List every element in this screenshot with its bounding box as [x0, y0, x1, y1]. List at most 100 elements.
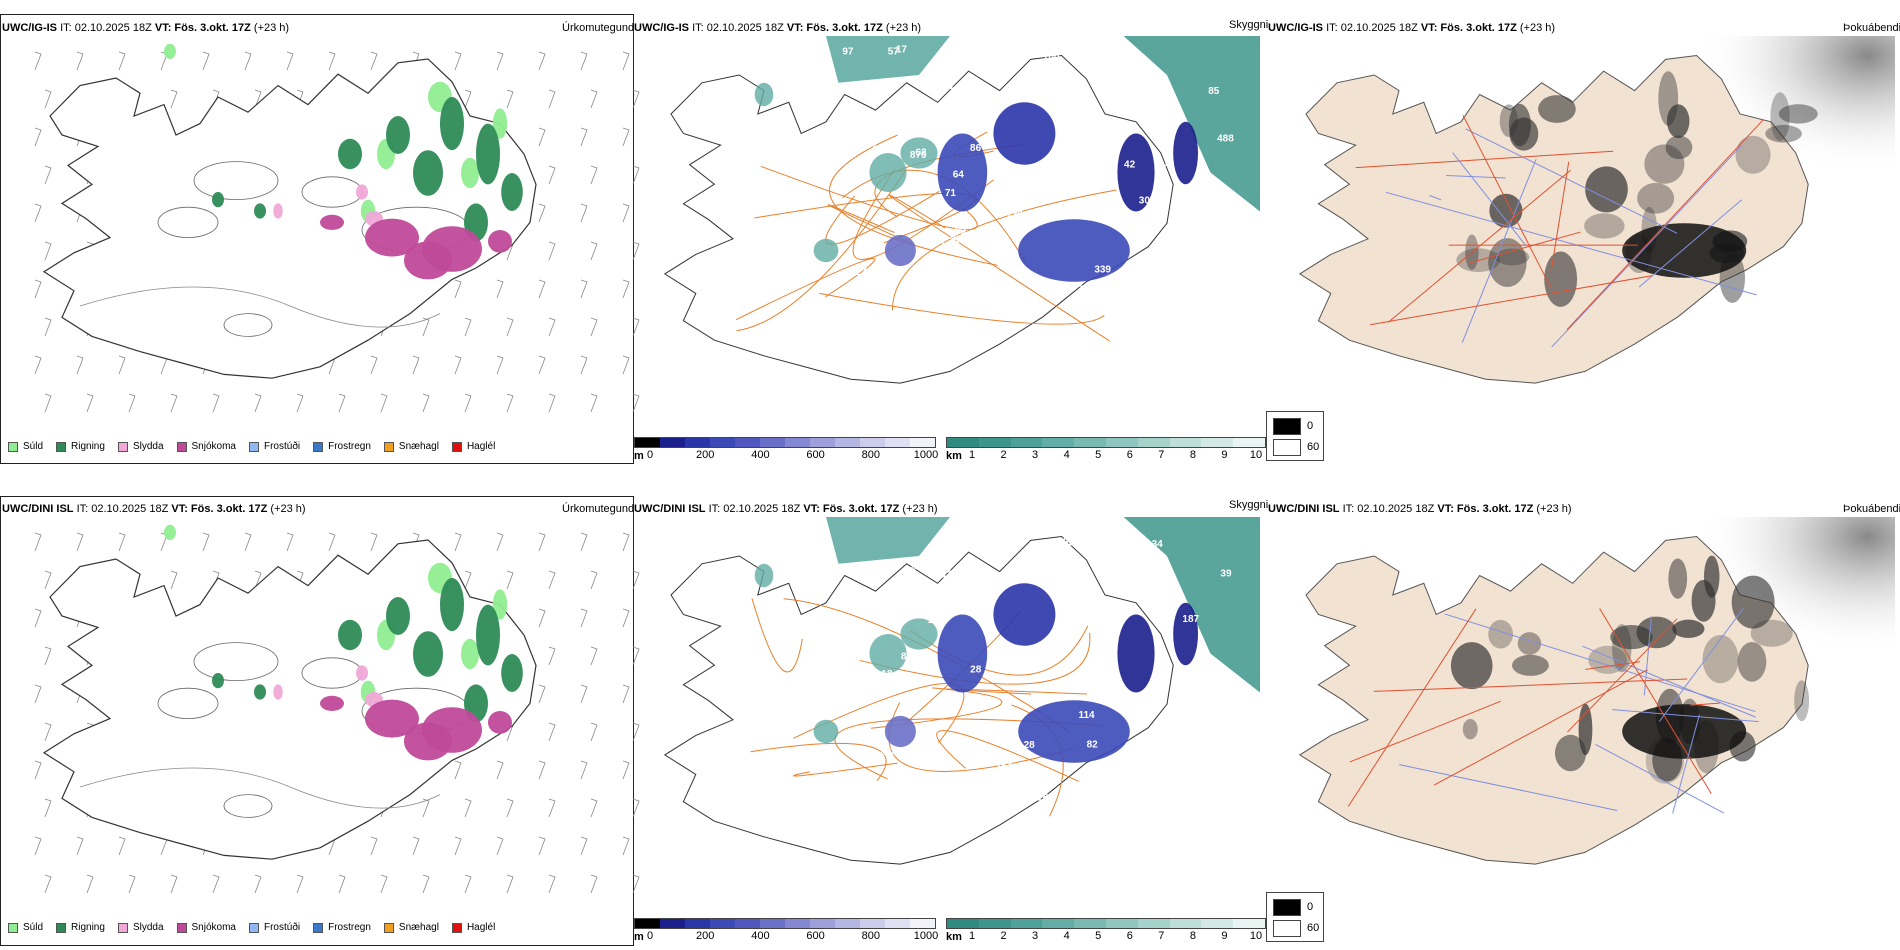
colorbar-ticks: 0 200 400 600 800 1000 [634, 930, 938, 942]
init-time: IT: 02.10.2025 18Z [60, 22, 152, 34]
cloud-base-label: 205 [910, 561, 927, 572]
wind-barb [548, 165, 556, 185]
cloud-base-label: 879 [910, 150, 927, 161]
colorbar-cell [860, 438, 885, 447]
rain-area [501, 654, 523, 692]
legend-label: Rigning [71, 441, 105, 452]
fog-legend-swatch-60 [1273, 439, 1301, 456]
wind-barb [212, 874, 220, 894]
colorbar-cell [1201, 919, 1234, 928]
colorbar-cell [1169, 919, 1202, 928]
cloud-base-area [1018, 219, 1130, 282]
wind-barb [496, 532, 504, 552]
cloud-base-label: 85 [1208, 86, 1220, 97]
wind-barb [212, 393, 220, 413]
legend-label: Snjókoma [191, 922, 236, 933]
wind-barb [454, 532, 462, 552]
river [1551, 144, 1743, 348]
wind-barb [202, 532, 210, 552]
colorbar-tick: 6 [1126, 449, 1133, 461]
low-visibility-area [826, 517, 950, 564]
legend-label: Snjókoma [191, 441, 236, 452]
colorbar-cell [810, 919, 835, 928]
wind-barb [170, 874, 178, 894]
colorbar-tick: 1 [968, 449, 976, 461]
cloud-base-label: 159 [1182, 763, 1199, 774]
wind-barb [412, 355, 420, 375]
wind-barb [454, 355, 462, 375]
wind-barb [170, 393, 178, 413]
wind-barb [170, 570, 178, 590]
precip-legend-item: Frostregn [313, 922, 371, 933]
wind-barb [412, 836, 420, 856]
road [829, 134, 998, 266]
snow-area [404, 722, 452, 761]
cloud-base-label: 57 [888, 47, 900, 58]
snow-area [365, 218, 419, 257]
road [1566, 618, 1678, 733]
wind-barb [538, 608, 546, 628]
cloud-base-label: 80 [892, 787, 904, 798]
colorbar-cell [785, 919, 810, 928]
panel-title: UWC/IG-IS IT: 02.10.2025 18Z VT: Fös. 3.… [1268, 22, 1555, 34]
wind-barb [506, 570, 514, 590]
glacier-outline [157, 206, 219, 238]
cloud-base-area [1018, 700, 1130, 763]
wind-barb [496, 760, 504, 780]
colorbar-tick: 600 [806, 930, 825, 942]
fog-index-area [1637, 182, 1675, 214]
legend-swatch [383, 441, 394, 452]
wind-barb [590, 722, 598, 742]
colorbar-cell [1233, 919, 1265, 928]
wind-barb [538, 355, 546, 375]
wind-barb [632, 722, 640, 742]
wind-barb [464, 570, 472, 590]
wind-barb [86, 874, 94, 894]
river [1461, 159, 1537, 343]
wind-barb [590, 317, 598, 337]
wind-barb [286, 51, 294, 71]
wind-barb [422, 393, 430, 413]
fog-index-area [1495, 248, 1530, 266]
init-time: IT: 02.10.2025 18Z [1326, 22, 1418, 34]
colorbar-tick: 2 [1000, 449, 1007, 461]
cloud-base-label: 32 [1127, 563, 1139, 574]
panel-name-clouds: Skyggni [1229, 19, 1269, 31]
cloud-base-label: 111 [929, 236, 945, 247]
wind-barb [34, 608, 42, 628]
cloud-base-area [1117, 133, 1155, 212]
model-name: UWC/DINI ISL [2, 503, 74, 515]
precip-legend-item: Snæhagl [383, 922, 439, 933]
wind-barb [118, 355, 126, 375]
colorbar-cell [660, 919, 685, 928]
cloud-base-label: 168 [1151, 105, 1168, 116]
river [1638, 199, 1743, 288]
cloud-base-label: 17 [1158, 158, 1170, 169]
valid-time: Fös. 3.okt. 17Z [190, 503, 268, 515]
legend-label: Haglél [466, 922, 496, 933]
cloud-base-label: 18 [881, 669, 893, 680]
road [1387, 169, 1571, 323]
rain-area [338, 619, 362, 651]
colorbar-ticks: 1 2 3 4 5 6 7 8 9 10 [946, 449, 1266, 461]
colorbar-cell [735, 438, 760, 447]
fog-index-area [1554, 734, 1587, 772]
colorbar-tick: 4 [1063, 449, 1070, 461]
colorbar-cell [685, 438, 710, 447]
fog-legend-label-60: 60 [1307, 922, 1320, 934]
cloud-base-label: 89 [950, 235, 962, 246]
drizzle-area [461, 157, 479, 189]
fog-index-area [1636, 616, 1677, 649]
road [760, 165, 978, 231]
snow-area [320, 214, 344, 230]
precip-legend-item: Rigning [56, 441, 105, 452]
legend-swatch [56, 441, 67, 452]
valid-prefix: VT: [1437, 503, 1454, 515]
legend-swatch [248, 922, 259, 933]
precip-legend-item: Snæhagl [383, 441, 439, 452]
legend-swatch [176, 922, 187, 933]
lead-time: (+23 h) [1536, 503, 1572, 515]
cloud-base-label: 39 [1220, 568, 1232, 579]
wind-barb [548, 798, 556, 818]
colorbar-cell [1105, 438, 1138, 447]
